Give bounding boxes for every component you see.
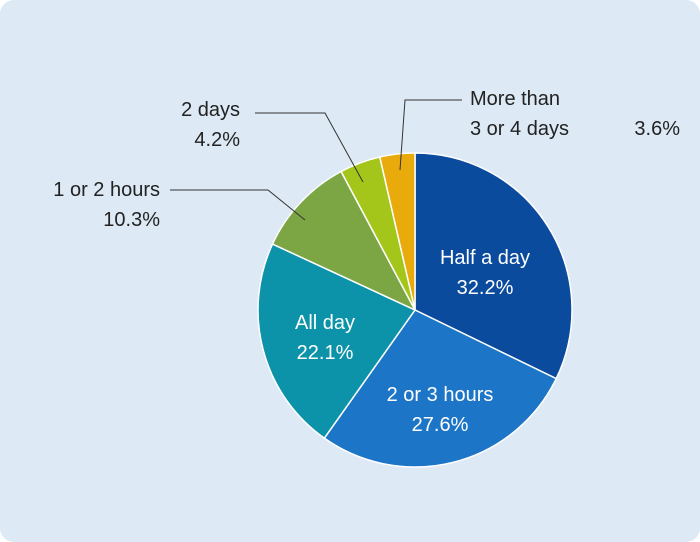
value-label: 32.2% (456, 277, 514, 299)
value-label: 27.6% (411, 414, 469, 436)
leader-line (399, 99, 462, 171)
leader-lines (170, 99, 462, 221)
leader-line (170, 189, 306, 221)
value-label: 4.2% (194, 129, 240, 151)
slice-label: 1 or 2 hours (53, 179, 160, 201)
slice-label: Half a day (439, 247, 531, 269)
pie-slice (271, 170, 417, 312)
value-label: 10.3% (103, 209, 160, 231)
slice-label: All day (294, 312, 356, 334)
slice-label: 2 days (181, 99, 240, 121)
value-label: 3.6% (634, 118, 680, 140)
pie-slice (378, 152, 416, 311)
leader-line (255, 112, 364, 183)
slice-label: 2 or 3 hours (386, 384, 494, 406)
pie-slice (414, 152, 573, 380)
value-label: 22.1% (296, 342, 354, 364)
slice-label: More than 3 or 4 days (470, 88, 569, 140)
pie-slice (323, 309, 558, 468)
